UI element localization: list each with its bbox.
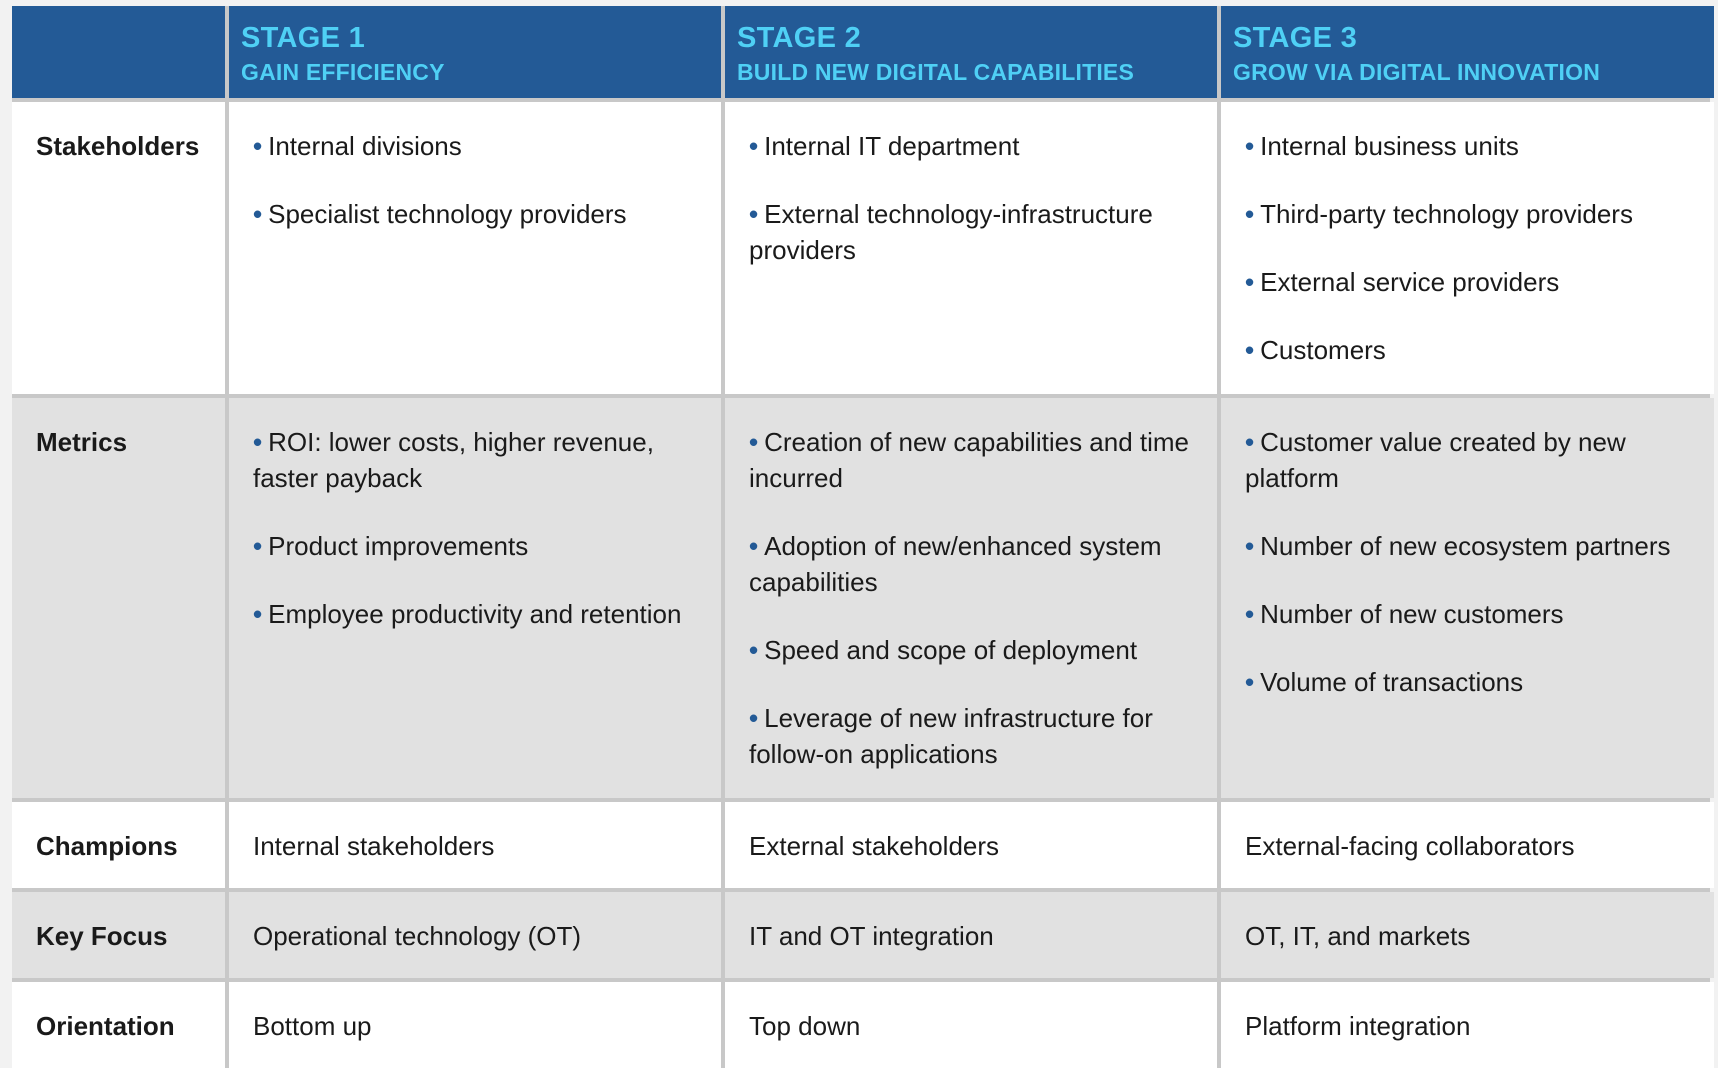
stage-3-title: STAGE 3 <box>1233 22 1358 54</box>
bullet-dot-icon: • <box>253 531 263 561</box>
bullet-text: Specialist technology providers <box>268 199 627 229</box>
orientation-stage-2: Top down <box>725 982 1217 1068</box>
metrics-stage-3: • Customer value created by new platform •… <box>1221 398 1714 798</box>
bullet-item: • Number of new customers <box>1245 596 1700 632</box>
orientation-stage-3: Platform integration <box>1221 982 1714 1068</box>
bullet-dot-icon: • <box>749 131 759 161</box>
bullet-text: Third-party technology providers <box>1260 199 1633 229</box>
bullet-item: • Creation of new capabilities and time i… <box>749 424 1203 496</box>
stakeholders-stage-1: • Internal divisions • Specialist technolog… <box>229 102 721 394</box>
stage-comparison-table: STAGE 1 GAIN EFFICIENCY STAGE 2 BUILD NE… <box>12 6 1714 1068</box>
bullet-item: • Internal divisions <box>253 128 707 164</box>
bullet-list: • Creation of new capabilities and time i… <box>749 424 1203 772</box>
row-label-stakeholders: Stakeholders <box>12 102 225 394</box>
bullet-dot-icon: • <box>1245 531 1255 561</box>
bullet-item: • Customer value created by new platform <box>1245 424 1700 496</box>
bullet-text: Leverage of new infrastructure for follo… <box>749 703 1153 769</box>
bullet-dot-icon: • <box>253 427 263 457</box>
bullet-text: External technology-infrastructure provi… <box>749 199 1153 265</box>
bullet-text: Creation of new capabilities and time in… <box>749 427 1190 493</box>
bullet-list: • Customer value created by new platform •… <box>1245 424 1700 700</box>
champions-stage-3: External-facing collaborators <box>1221 802 1714 888</box>
orientation-stage-1: Bottom up <box>229 982 721 1068</box>
bullet-text: Customer value created by new platform <box>1245 427 1626 493</box>
metrics-stage-2: • Creation of new capabilities and time i… <box>725 398 1217 798</box>
bullet-item: • Number of new ecosystem partners <box>1245 528 1700 564</box>
header-stage-2: STAGE 2 BUILD NEW DIGITAL CAPABILITIES <box>725 6 1217 98</box>
stage-3-subtitle: GROW VIA DIGITAL INNOVATION <box>1233 59 1600 85</box>
bullet-item: • Specialist technology providers <box>253 196 707 232</box>
stage-2-title: STAGE 2 <box>737 22 862 54</box>
bullet-list: • Internal business units • Third-party tec… <box>1245 128 1700 368</box>
bullet-item: • Employee productivity and retention <box>253 596 707 632</box>
champions-stage-1: Internal stakeholders <box>229 802 721 888</box>
bullet-dot-icon: • <box>749 703 759 733</box>
bullet-text: Internal IT department <box>764 131 1020 161</box>
stakeholders-stage-2: • Internal IT department • External technol… <box>725 102 1217 394</box>
bullet-dot-icon: • <box>253 131 263 161</box>
row-label-orientation: Orientation <box>12 982 225 1068</box>
bullet-dot-icon: • <box>1245 667 1255 697</box>
bullet-text: Customers <box>1260 335 1386 365</box>
header-stage-3: STAGE 3 GROW VIA DIGITAL INNOVATION <box>1221 6 1714 98</box>
bullet-dot-icon: • <box>253 199 263 229</box>
bullet-text: Internal business units <box>1260 131 1519 161</box>
bullet-item: • Customers <box>1245 332 1700 368</box>
bullet-dot-icon: • <box>1245 335 1255 365</box>
bullet-list: • Internal divisions • Specialist technolog… <box>253 128 707 232</box>
row-label-key-focus: Key Focus <box>12 892 225 978</box>
bullet-text: Number of new ecosystem partners <box>1260 531 1671 561</box>
header-corner <box>12 6 225 98</box>
bullet-item: • External service providers <box>1245 264 1700 300</box>
metrics-stage-1: • ROI: lower costs, higher revenue, faste… <box>229 398 721 798</box>
bullet-text: Internal divisions <box>268 131 462 161</box>
key-focus-stage-1: Operational technology (OT) <box>229 892 721 978</box>
bullet-dot-icon: • <box>1245 267 1255 297</box>
bullet-text: Adoption of new/enhanced system capabili… <box>749 531 1162 597</box>
bullet-item: • Internal IT department <box>749 128 1203 164</box>
bullet-item: • Leverage of new infrastructure for foll… <box>749 700 1203 772</box>
bullet-dot-icon: • <box>1245 131 1255 161</box>
stakeholders-stage-3: • Internal business units • Third-party tec… <box>1221 102 1714 394</box>
bullet-text: Speed and scope of deployment <box>764 635 1138 665</box>
bullet-text: Number of new customers <box>1260 599 1564 629</box>
bullet-text: External service providers <box>1260 267 1560 297</box>
stage-1-title: STAGE 1 <box>241 22 366 54</box>
bullet-dot-icon: • <box>749 427 759 457</box>
bullet-text: Employee productivity and retention <box>268 599 682 629</box>
bullet-text: Volume of transactions <box>1260 667 1524 697</box>
bullet-dot-icon: • <box>749 635 759 665</box>
bullet-dot-icon: • <box>1245 599 1255 629</box>
bullet-item: • Internal business units <box>1245 128 1700 164</box>
bullet-item: • Speed and scope of deployment <box>749 632 1203 668</box>
bullet-list: • ROI: lower costs, higher revenue, faste… <box>253 424 707 632</box>
bullet-dot-icon: • <box>749 531 759 561</box>
bullet-dot-icon: • <box>1245 199 1255 229</box>
bullet-list: • Internal IT department • External technol… <box>749 128 1203 268</box>
bullet-dot-icon: • <box>1245 427 1255 457</box>
champions-stage-2: External stakeholders <box>725 802 1217 888</box>
bullet-item: • ROI: lower costs, higher revenue, faste… <box>253 424 707 496</box>
bullet-item: • External technology-infrastructure prov… <box>749 196 1203 268</box>
header-stage-1: STAGE 1 GAIN EFFICIENCY <box>229 6 721 98</box>
row-label-metrics: Metrics <box>12 398 225 798</box>
bullet-item: • Volume of transactions <box>1245 664 1700 700</box>
bullet-item: • Adoption of new/enhanced system capabil… <box>749 528 1203 600</box>
key-focus-stage-3: OT, IT, and markets <box>1221 892 1714 978</box>
bullet-dot-icon: • <box>749 199 759 229</box>
bullet-item: • Third-party technology providers <box>1245 196 1700 232</box>
stage-2-subtitle: BUILD NEW DIGITAL CAPABILITIES <box>737 59 1134 85</box>
bullet-dot-icon: • <box>253 599 263 629</box>
bullet-item: • Product improvements <box>253 528 707 564</box>
bullet-text: ROI: lower costs, higher revenue, faster… <box>253 427 654 493</box>
bullet-text: Product improvements <box>268 531 529 561</box>
stage-1-subtitle: GAIN EFFICIENCY <box>241 59 445 85</box>
key-focus-stage-2: IT and OT integration <box>725 892 1217 978</box>
row-label-champions: Champions <box>12 802 225 888</box>
